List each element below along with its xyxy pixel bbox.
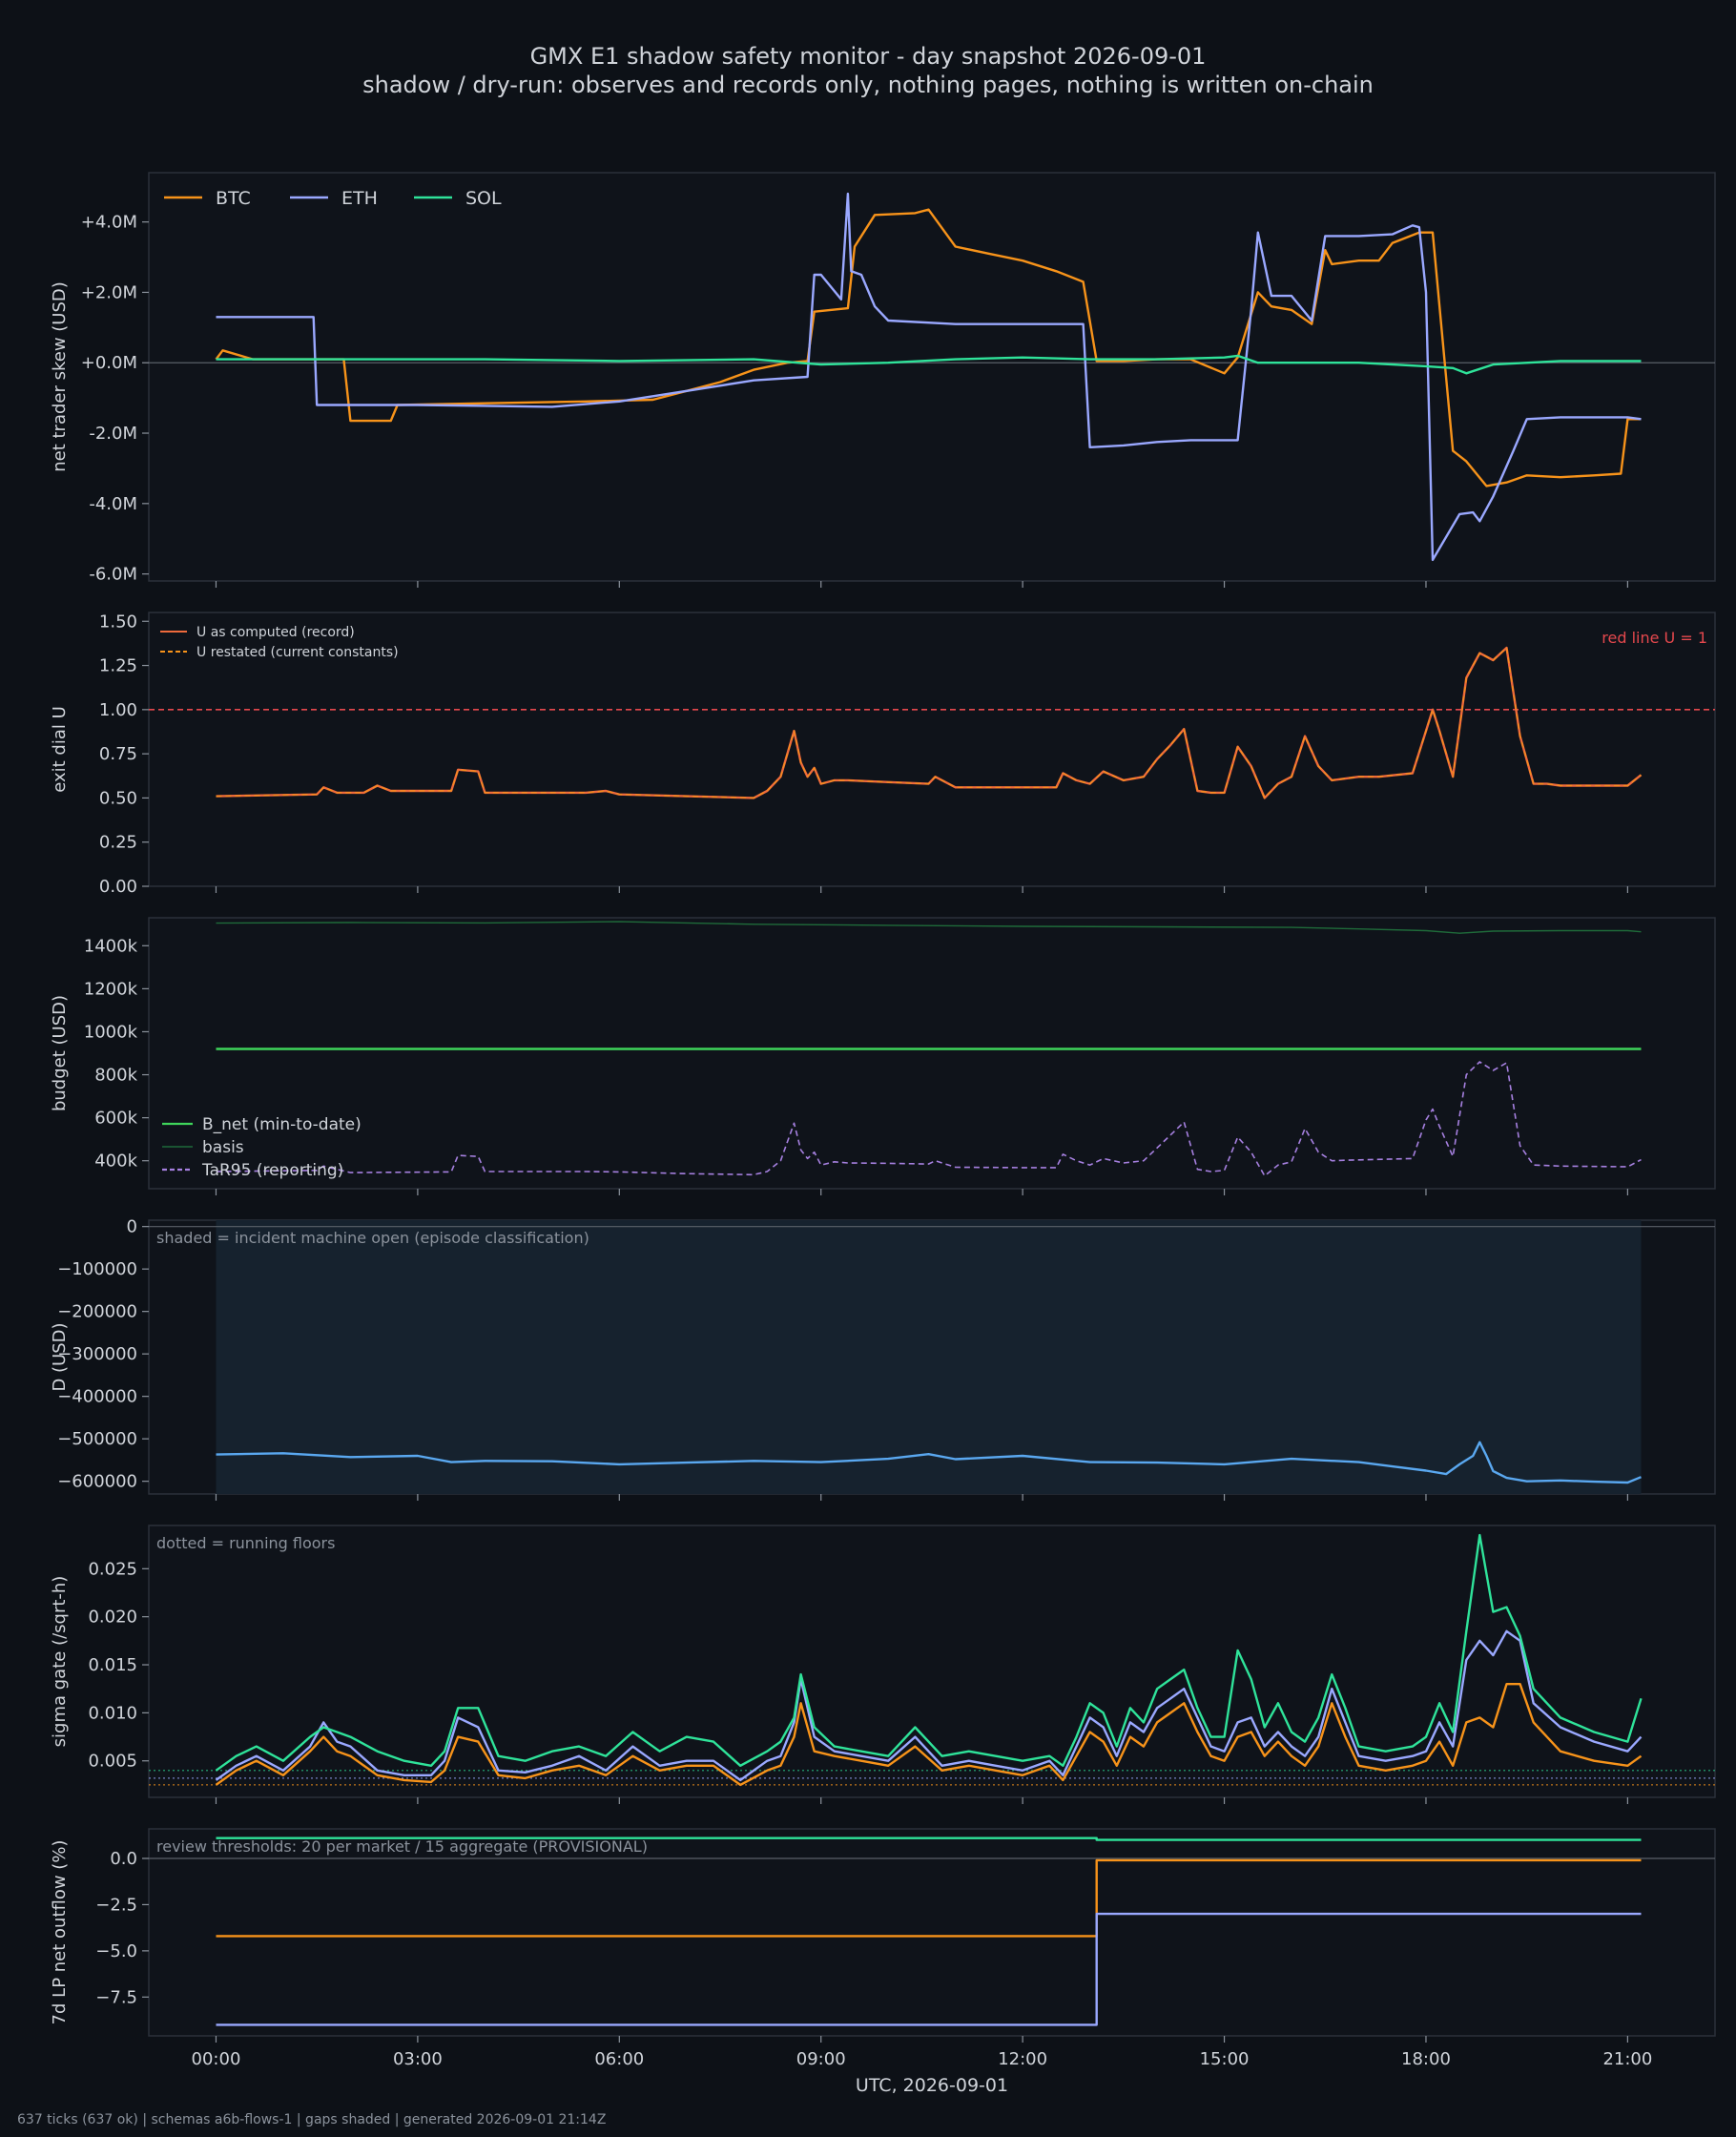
y-tick-label: 0.00 <box>99 877 137 897</box>
panel-frame <box>148 612 1716 887</box>
y-tick-label: -2.0M <box>89 424 137 444</box>
y-tick-label: 0.005 <box>88 1752 137 1772</box>
panel-budget: 400k 600k 800k 1000k 1200k 1400k budget (USD) B… <box>50 917 1716 1195</box>
series-btc-line <box>215 1682 1643 1787</box>
y-tick-label: 0.010 <box>88 1703 137 1723</box>
x-tick-label: 03:00 <box>393 2049 443 2069</box>
y-axis-label: exit dial U <box>50 706 70 793</box>
y-tick-label: 0 <box>127 1217 137 1237</box>
series-d-line <box>216 1441 1642 1484</box>
y-axis-label: net trader skew (USD) <box>50 281 70 472</box>
x-tick-label: 09:00 <box>796 2049 846 2069</box>
series-sol-line <box>215 1533 1643 1772</box>
legend-label: U restated (current constants) <box>196 645 399 660</box>
x-tick-label: 12:00 <box>998 2049 1047 2069</box>
legend-label: basis <box>202 1138 244 1157</box>
y-tick-label: +2.0M <box>81 282 137 302</box>
y-tick-label: −500000 <box>57 1429 137 1449</box>
x-tick-label: 06:00 <box>594 2049 644 2069</box>
series-tar95-reporting-line <box>216 1061 1642 1177</box>
incident-shade <box>216 1220 1642 1494</box>
y-tick-label: 1.00 <box>99 700 137 720</box>
y-tick-label: 0.75 <box>99 744 137 764</box>
series-basis-line <box>216 921 1642 934</box>
legend-label: TaR95 (reporting) <box>201 1161 343 1180</box>
y-axis-label: sigma gate (/sqrt-h) <box>50 1576 70 1748</box>
x-tick-label: 21:00 <box>1602 2049 1652 2069</box>
panel-exit_dial: 0.00 0.25 0.50 0.75 1.00 1.25 1.50 exit dial U r… <box>50 612 1716 897</box>
legend-label: B_net (min-to-date) <box>202 1115 362 1134</box>
legend-label: SOL <box>465 188 502 209</box>
y-tick-label: 0.25 <box>99 833 137 853</box>
series-u-restated-current-constants-line <box>216 647 1642 799</box>
series-eth-line <box>216 1912 1642 2026</box>
y-tick-label: 400k <box>94 1151 137 1172</box>
series-eth-line <box>216 192 1642 562</box>
series-btc-line <box>216 1858 1642 1938</box>
y-tick-label: 0.015 <box>88 1655 137 1675</box>
y-tick-label: -6.0M <box>89 565 137 585</box>
chart-title: GMX E1 shadow safety monitor - day snaps… <box>529 43 1207 70</box>
series-sol-line <box>216 1836 1642 1841</box>
panel-annotation: review thresholds: 20 per market / 15 ag… <box>156 1837 648 1856</box>
footer-status: 637 ticks (637 ok) | schemas a6b-flows-1… <box>17 2112 607 2127</box>
y-tick-label: −5.0 <box>95 1941 137 1961</box>
legend-label: BTC <box>216 188 251 209</box>
y-tick-label: 1400k <box>84 936 138 956</box>
y-tick-label: +0.0M <box>81 353 137 373</box>
x-tick-label: 18:00 <box>1401 2049 1451 2069</box>
panel-sigma: 0.005 0.010 0.015 0.020 0.025 sigma gate (/sq… <box>50 1525 1716 1804</box>
panel-annotation: dotted = running floors <box>156 1534 335 1552</box>
y-tick-label: 1.50 <box>99 612 137 632</box>
y-axis-label: budget (USD) <box>50 995 70 1111</box>
y-tick-label: 0.020 <box>88 1608 137 1628</box>
legend-label: ETH <box>341 188 378 209</box>
y-tick-label: −7.5 <box>95 1987 137 2007</box>
x-axis-label: UTC, 2026-09-01 <box>856 2075 1008 2096</box>
panel-lp_outflow: 0.0 −2.5 −5.0 −7.5 7d LP net outflow (%) revi… <box>50 1828 1716 2096</box>
y-tick-label: −600000 <box>57 1472 137 1492</box>
series-btc-line <box>215 208 1642 488</box>
y-axis-label: D (USD) <box>50 1322 70 1391</box>
y-tick-label: 0.50 <box>99 788 137 808</box>
y-tick-label: −300000 <box>57 1344 137 1364</box>
legend-label: U as computed (record) <box>196 625 355 640</box>
y-tick-label: -4.0M <box>89 494 137 514</box>
red-line-label: red line U = 1 <box>1602 629 1707 647</box>
series-eth-line <box>215 1629 1643 1782</box>
y-tick-label: +4.0M <box>81 213 137 233</box>
chart-subtitle: shadow / dry-run: observes and records o… <box>362 72 1374 98</box>
y-tick-label: −100000 <box>57 1259 137 1279</box>
panel-frame <box>148 1525 1716 1798</box>
x-tick-label: 00:00 <box>192 2049 241 2069</box>
x-tick-label: 15:00 <box>1200 2049 1250 2069</box>
y-tick-label: 1000k <box>84 1022 138 1042</box>
panel-skew: +4.0M +2.0M +0.0M -2.0M -4.0M -6.0M net trader… <box>50 172 1716 588</box>
y-tick-label: 600k <box>94 1109 137 1129</box>
y-tick-label: −2.5 <box>95 1895 137 1915</box>
y-tick-label: 800k <box>94 1066 137 1086</box>
y-tick-label: −400000 <box>57 1387 137 1407</box>
y-axis-label: 7d LP net outflow (%) <box>50 1840 70 2025</box>
series-sol-line <box>216 354 1642 375</box>
y-tick-label: 1.25 <box>99 656 137 676</box>
panel-frame <box>148 1828 1716 2037</box>
panel-frame <box>148 917 1716 1190</box>
panel-drawdown: 0 −100000 −200000 −300000 −400000 −500000 −600… <box>50 1217 1716 1501</box>
y-tick-label: 0.0 <box>110 1849 137 1869</box>
panel-annotation: shaded = incident machine open (episode … <box>156 1229 589 1247</box>
y-tick-label: −200000 <box>57 1302 137 1322</box>
y-tick-label: 1200k <box>84 979 138 999</box>
panel-frame <box>148 172 1716 582</box>
y-tick-label: 0.025 <box>88 1559 137 1579</box>
